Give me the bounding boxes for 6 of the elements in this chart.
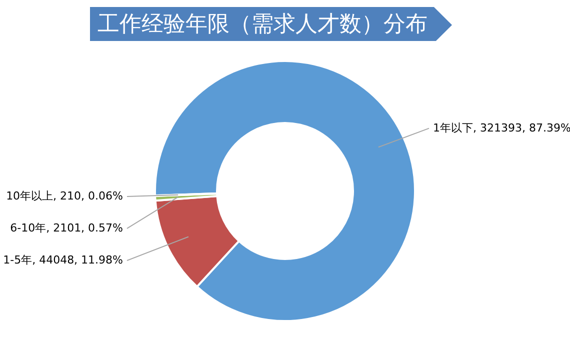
slice-label: 10年以上, 210, 0.06% — [6, 190, 123, 203]
slice-label: 6-10年, 2101, 0.57% — [10, 222, 123, 235]
slice-label: 1-5年, 44048, 11.98% — [3, 254, 123, 267]
chart-title: 工作经验年限（需求人才数）分布 — [96, 11, 428, 39]
donut-slice — [154, 60, 416, 322]
slice-label: 1年以下, 321393, 87.39% — [433, 121, 570, 134]
